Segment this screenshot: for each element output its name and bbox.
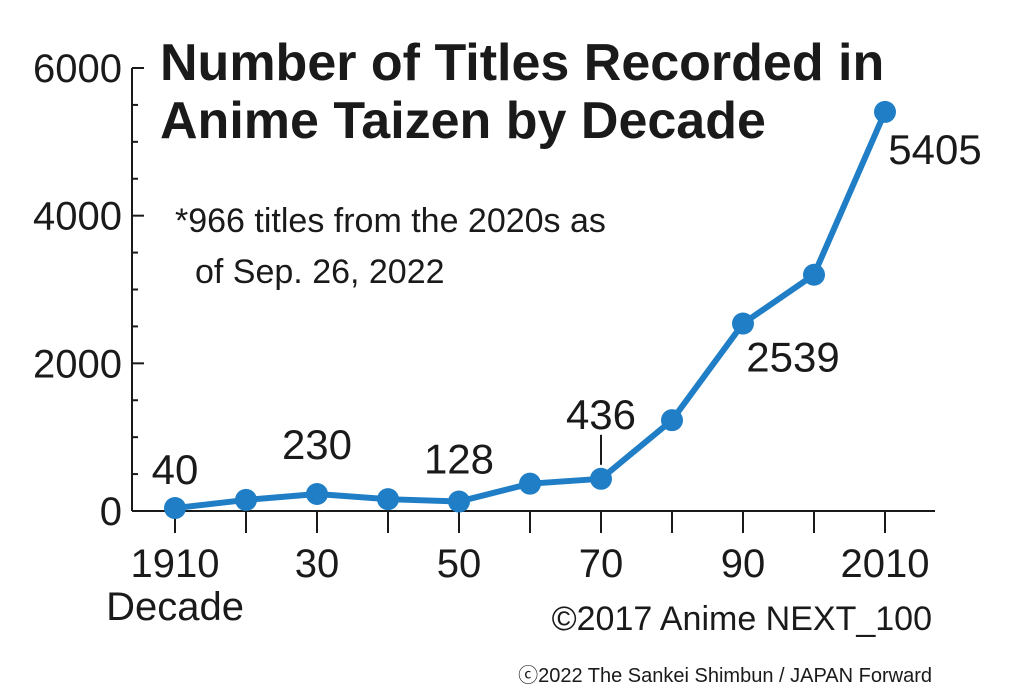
data-point (164, 497, 186, 520)
y-tick-label: 4000 (33, 195, 122, 239)
chart-note: *966 titles from the 2020s as of Sep. 26… (175, 202, 606, 291)
chart-title: Number of Titles Recorded in Anime Taize… (160, 34, 884, 150)
y-tick-label: 6000 (33, 47, 122, 91)
data-point (661, 409, 683, 432)
data-point (235, 488, 257, 511)
data-point (590, 467, 612, 490)
source-credit: ©2017 Anime NEXT_100 (552, 600, 932, 638)
x-tick-label: 50 (437, 542, 482, 586)
data-label: 40 (152, 446, 199, 493)
series-line (164, 100, 896, 520)
y-tick-label: 0 (100, 490, 122, 534)
x-axis-label: Decade (106, 585, 244, 629)
data-labels: 40 230 128 436 2539 5405 (152, 126, 982, 493)
y-axis-ticks: 0 2000 4000 6000 (33, 47, 144, 534)
chart-note-line-1: *966 titles from the 2020s as (175, 202, 606, 240)
data-point (803, 263, 825, 286)
chart-title-line-2: Anime Taizen by Decade (160, 92, 766, 150)
x-tick-label: 1910 (131, 542, 220, 586)
copyright-text: ⓒ2022 The Sankei Shimbun / JAPAN Forward (518, 664, 932, 687)
x-tick-label: 2010 (841, 542, 930, 586)
data-label: 436 (566, 391, 636, 438)
data-label: 2539 (746, 334, 839, 381)
data-point (306, 483, 328, 506)
x-tick-label: 90 (721, 542, 766, 586)
chart-note-line-2: of Sep. 26, 2022 (195, 253, 445, 291)
data-label: 230 (282, 421, 352, 468)
x-tick-label: 30 (295, 542, 340, 586)
data-point (448, 490, 470, 513)
data-label: 5405 (888, 126, 981, 173)
chart-title-line-1: Number of Titles Recorded in (160, 34, 884, 92)
y-tick-label: 2000 (33, 342, 122, 386)
data-point (732, 312, 754, 335)
data-point (377, 488, 399, 511)
x-tick-label: 70 (579, 542, 624, 586)
x-axis-ticks: 1910 30 50 70 90 2010 (131, 511, 930, 586)
data-point (519, 472, 541, 495)
data-label: 128 (424, 436, 494, 483)
data-point (874, 100, 896, 123)
